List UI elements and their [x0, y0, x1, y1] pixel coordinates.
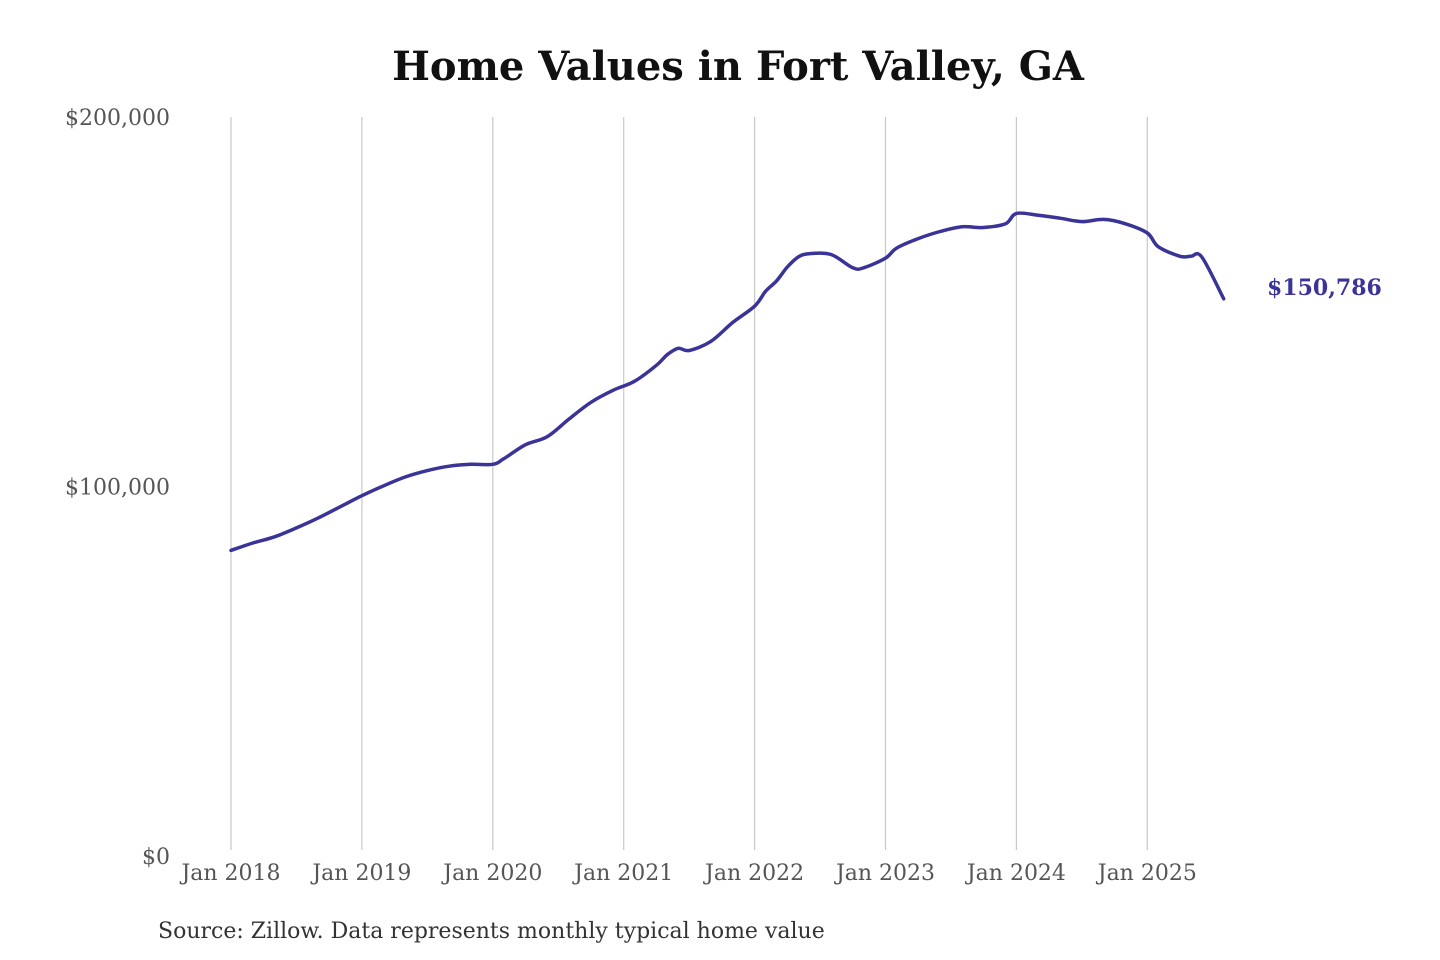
data-point — [688, 350, 690, 351]
x-tick-label: Jan 2021 — [572, 861, 673, 886]
data-point — [339, 506, 341, 508]
data-point — [525, 444, 526, 446]
data-point — [983, 227, 985, 228]
data-point — [405, 476, 406, 478]
x-tick-label: Jan 2025 — [1096, 861, 1197, 886]
series-layer — [229, 211, 1226, 553]
y-tick-label: $200,000 — [65, 106, 170, 131]
data-point — [786, 266, 788, 268]
data-point — [503, 458, 505, 460]
gridlines — [230, 117, 1148, 850]
data-point — [1015, 212, 1017, 214]
data-point — [317, 517, 319, 519]
y-tick-label: $0 — [142, 845, 170, 870]
data-point — [546, 436, 548, 438]
data-point — [917, 238, 919, 240]
data-point — [710, 340, 712, 342]
source-note: Source: Zillow. Data represents monthly … — [158, 919, 825, 944]
data-point — [885, 257, 886, 259]
data-point — [230, 549, 232, 551]
series-line — [229, 211, 1226, 553]
data-point — [1190, 255, 1192, 257]
data-point — [1157, 246, 1159, 248]
data-point — [383, 485, 385, 487]
end-value-label: $150,786 — [1267, 275, 1382, 301]
x-tick-label: Jan 2019 — [310, 861, 411, 886]
data-point — [274, 536, 276, 538]
data-point — [1125, 223, 1126, 225]
data-point — [808, 253, 810, 255]
data-point — [1037, 214, 1039, 216]
data-point — [765, 290, 766, 292]
data-point — [361, 495, 363, 497]
data-point — [830, 254, 832, 255]
data-point — [655, 364, 657, 366]
data-point — [677, 347, 679, 349]
data-point — [754, 305, 756, 307]
data-point — [1059, 217, 1061, 219]
data-point — [590, 401, 592, 403]
x-tick-label: Jan 2024 — [965, 861, 1066, 886]
x-tick-label: Jan 2020 — [441, 861, 542, 886]
x-tick-label: Jan 2023 — [834, 861, 935, 886]
data-point — [961, 226, 963, 228]
data-point — [1179, 255, 1181, 257]
data-point — [797, 256, 799, 258]
data-point — [612, 389, 614, 391]
data-point — [568, 418, 570, 420]
chart-title: Home Values in Fort Valley, GA — [392, 43, 1085, 90]
data-point — [1081, 221, 1083, 223]
data-point — [666, 354, 668, 356]
data-point — [295, 527, 297, 529]
data-point — [492, 463, 494, 465]
data-point — [634, 380, 636, 382]
data-point — [448, 465, 450, 467]
data-point — [1223, 298, 1225, 300]
data-point — [895, 247, 897, 249]
data-point — [426, 470, 428, 472]
x-tick-label: Jan 2022 — [703, 861, 804, 886]
data-point — [1146, 232, 1148, 234]
data-point — [863, 267, 865, 269]
data-point — [852, 267, 854, 269]
data-point — [732, 321, 734, 323]
data-point — [252, 542, 254, 544]
data-point — [470, 463, 472, 465]
data-point — [939, 231, 941, 232]
x-axis-ticks: Jan 2018 Jan 2019 Jan 2020 Jan 2021 Jan 2022… — [179, 861, 1196, 886]
data-point — [775, 280, 777, 282]
y-tick-label: $100,000 — [65, 476, 170, 501]
data-point — [1005, 223, 1006, 225]
data-point — [1201, 256, 1203, 258]
y-axis-ticks: $0 $100,000 $200,000 — [65, 106, 170, 870]
data-point — [1103, 218, 1105, 220]
x-tick-label: Jan 2018 — [179, 861, 280, 886]
